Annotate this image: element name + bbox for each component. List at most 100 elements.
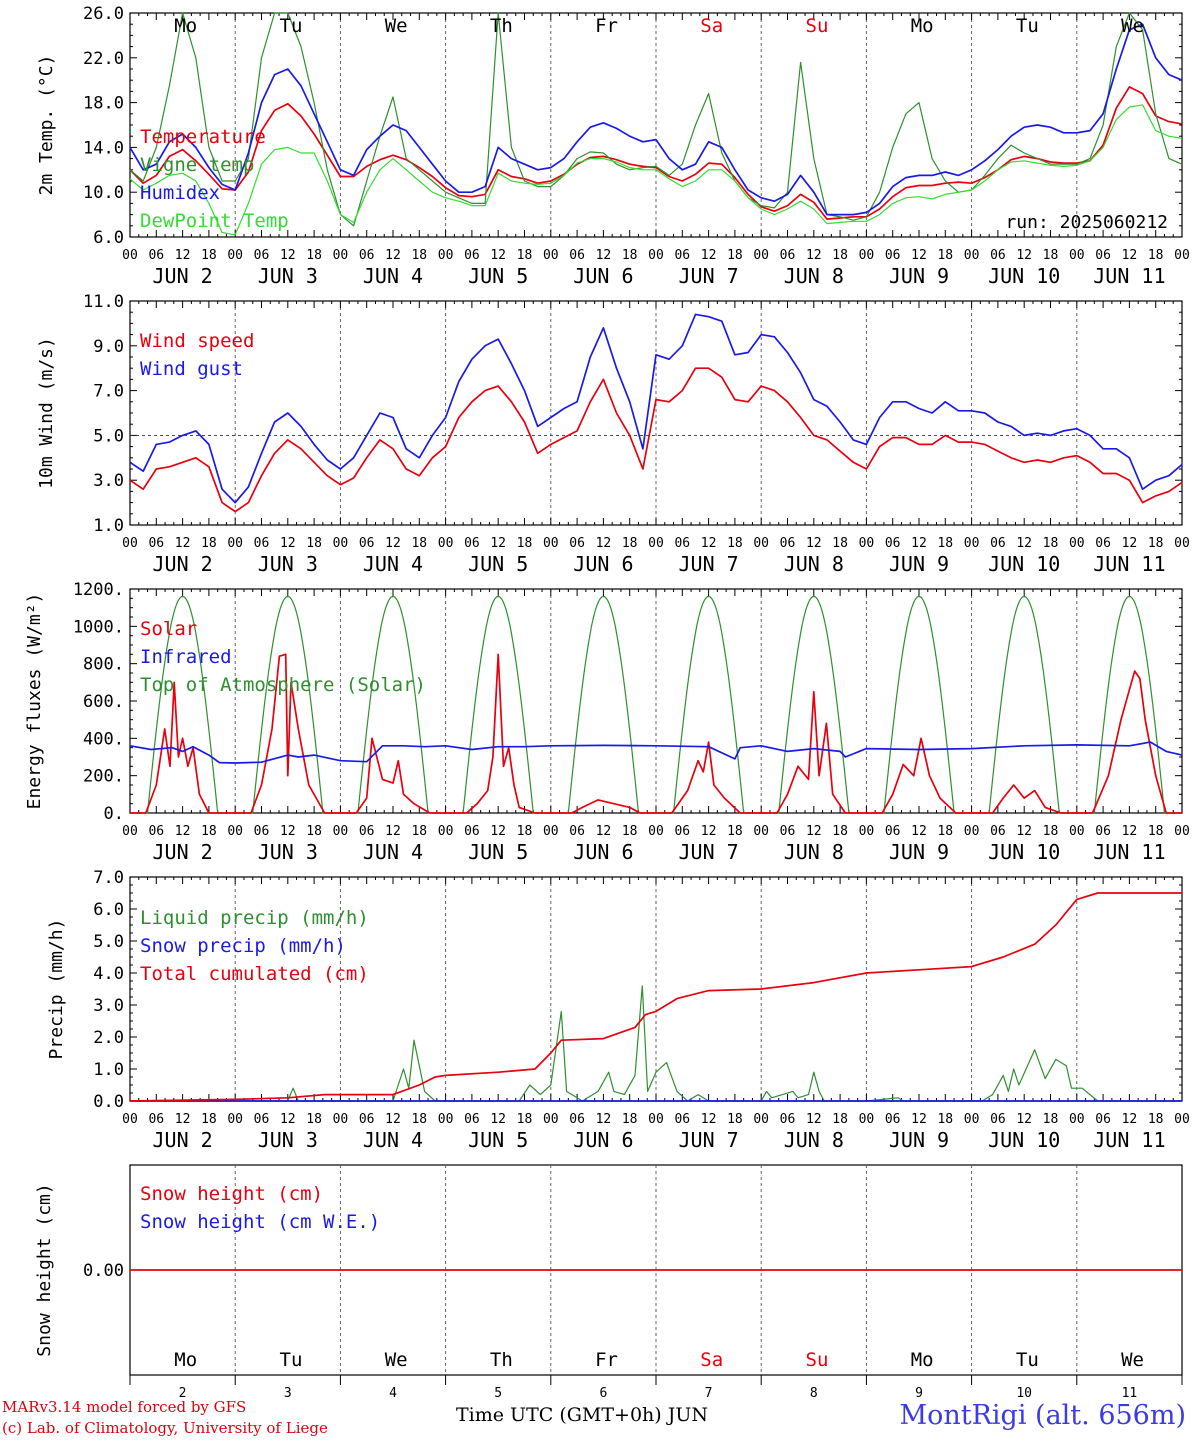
x-hour-label: 18 xyxy=(201,248,217,263)
x-hour-label: 06 xyxy=(780,824,796,839)
x-hour-label: 06 xyxy=(990,536,1006,551)
date-label: JUN 3 xyxy=(258,552,318,576)
date-label: JUN 3 xyxy=(258,840,318,864)
x-hour-label: 00 xyxy=(122,536,138,551)
x-hour-label: 00 xyxy=(859,248,875,263)
x-hour-label: 12 xyxy=(806,1112,822,1127)
x-hour-label: 00 xyxy=(543,1112,559,1127)
date-label: JUN 6 xyxy=(573,1128,633,1152)
x-hour-label: 18 xyxy=(306,824,322,839)
x-hour-label: 00 xyxy=(543,536,559,551)
day-name: Fr xyxy=(595,1349,618,1371)
x-hour-label: 18 xyxy=(1148,248,1164,263)
x-hour-label: 18 xyxy=(517,824,533,839)
x-hour-label: 00 xyxy=(333,536,349,551)
date-label: JUN 8 xyxy=(784,1128,844,1152)
x-hour-label: 12 xyxy=(490,1112,506,1127)
x-hour-label: 06 xyxy=(990,1112,1006,1127)
y-tick-label: 3.0 xyxy=(93,471,124,491)
legend-entry: Snow precip (mm/h) xyxy=(140,935,346,957)
date-label: JUN 11 xyxy=(1093,1128,1165,1152)
y-tick-label: 26.0 xyxy=(83,4,124,24)
x-hour-label: 12 xyxy=(280,248,296,263)
x-hour-label: 00 xyxy=(227,1112,243,1127)
day-number: 2 xyxy=(179,1386,187,1401)
day-name: We xyxy=(1121,1349,1144,1371)
x-hour-label: 18 xyxy=(832,536,848,551)
legend-entry: Wind gust xyxy=(140,358,243,380)
x-hour-label: 12 xyxy=(1016,248,1032,263)
series-line-wind-gust xyxy=(129,313,1183,504)
x-hour-label: 00 xyxy=(227,824,243,839)
x-hour-label: 18 xyxy=(727,1112,743,1127)
x-hour-label: 06 xyxy=(569,824,585,839)
date-label: JUN 9 xyxy=(889,840,949,864)
x-hour-label: 18 xyxy=(306,1112,322,1127)
x-hour-label: 00 xyxy=(964,248,980,263)
date-label: JUN 6 xyxy=(573,840,633,864)
day-name: Tu xyxy=(1016,1349,1039,1371)
x-hour-label: 12 xyxy=(175,1112,191,1127)
x-hour-label: 12 xyxy=(490,824,506,839)
x-hour-label: 18 xyxy=(1043,536,1059,551)
day-name: Su xyxy=(806,15,829,37)
x-hour-label: 06 xyxy=(569,1112,585,1127)
x-hour-label: 00 xyxy=(1069,824,1085,839)
x-hour-label: 18 xyxy=(1043,824,1059,839)
x-hour-label: 12 xyxy=(806,536,822,551)
x-hour-label: 06 xyxy=(569,248,585,263)
date-label: JUN 3 xyxy=(258,1128,318,1152)
y-axis-label: 2m Temp. (°C) xyxy=(36,55,57,196)
series-line-dewpoint-temp xyxy=(129,104,1183,236)
x-hour-label: 18 xyxy=(727,824,743,839)
y-tick-label: 14.0 xyxy=(83,138,124,158)
legend-entry: Top of Atmosphere (Solar) xyxy=(140,674,426,696)
run-label: run: 2025060212 xyxy=(1005,212,1168,233)
panel-frame-0 xyxy=(129,12,1183,238)
x-hour-label: 00 xyxy=(122,248,138,263)
x-hour-label: 06 xyxy=(464,1112,480,1127)
x-hour-label: 00 xyxy=(227,536,243,551)
x-hour-label: 00 xyxy=(438,824,454,839)
legend-entry: Humidex xyxy=(140,182,220,204)
x-hour-label: 00 xyxy=(1174,536,1190,551)
x-hour-label: 18 xyxy=(937,248,953,263)
x-hour-label: 18 xyxy=(832,1112,848,1127)
date-label: JUN 2 xyxy=(152,840,212,864)
x-hour-label: 18 xyxy=(622,248,638,263)
x-hour-label: 12 xyxy=(806,824,822,839)
x-hour-label: 18 xyxy=(1148,1112,1164,1127)
x-axis-label: Time UTC (GMT+0h) JUN xyxy=(456,1404,708,1426)
x-hour-label: 12 xyxy=(385,536,401,551)
series-line-infrared xyxy=(129,741,1183,764)
x-hour-label: 06 xyxy=(148,1112,164,1127)
y-tick-label: 4.0 xyxy=(93,964,124,984)
station-name: MontRigi (alt. 656m) xyxy=(899,1400,1186,1431)
date-label: JUN 9 xyxy=(889,552,949,576)
x-hour-label: 18 xyxy=(727,536,743,551)
x-hour-label: 06 xyxy=(464,824,480,839)
x-hour-label: 00 xyxy=(753,536,769,551)
x-hour-label: 18 xyxy=(1043,1112,1059,1127)
date-label: JUN 6 xyxy=(573,264,633,288)
x-hour-label: 12 xyxy=(385,248,401,263)
legend-entry: Total cumulated (cm) xyxy=(140,963,369,985)
legend-entry: Snow height (cm W.E.) xyxy=(140,1211,380,1233)
x-hour-label: 12 xyxy=(596,1112,612,1127)
x-hour-label: 06 xyxy=(1095,248,1111,263)
panel-frame-2 xyxy=(129,588,1183,814)
x-hour-label: 12 xyxy=(280,536,296,551)
x-hour-label: 00 xyxy=(1174,1112,1190,1127)
date-label: JUN 4 xyxy=(363,840,423,864)
x-hour-label: 06 xyxy=(1095,824,1111,839)
x-hour-label: 06 xyxy=(254,248,270,263)
day-name: We xyxy=(385,1349,408,1371)
series-line-solar xyxy=(130,653,1182,814)
date-label: JUN 2 xyxy=(152,1128,212,1152)
x-hour-label: 12 xyxy=(911,536,927,551)
x-hour-label: 06 xyxy=(359,824,375,839)
x-hour-label: 12 xyxy=(596,536,612,551)
date-label: JUN 4 xyxy=(363,1128,423,1152)
model-credit: MARv3.14 model forced by GFS xyxy=(2,1398,247,1416)
day-name: Sa xyxy=(700,15,723,37)
